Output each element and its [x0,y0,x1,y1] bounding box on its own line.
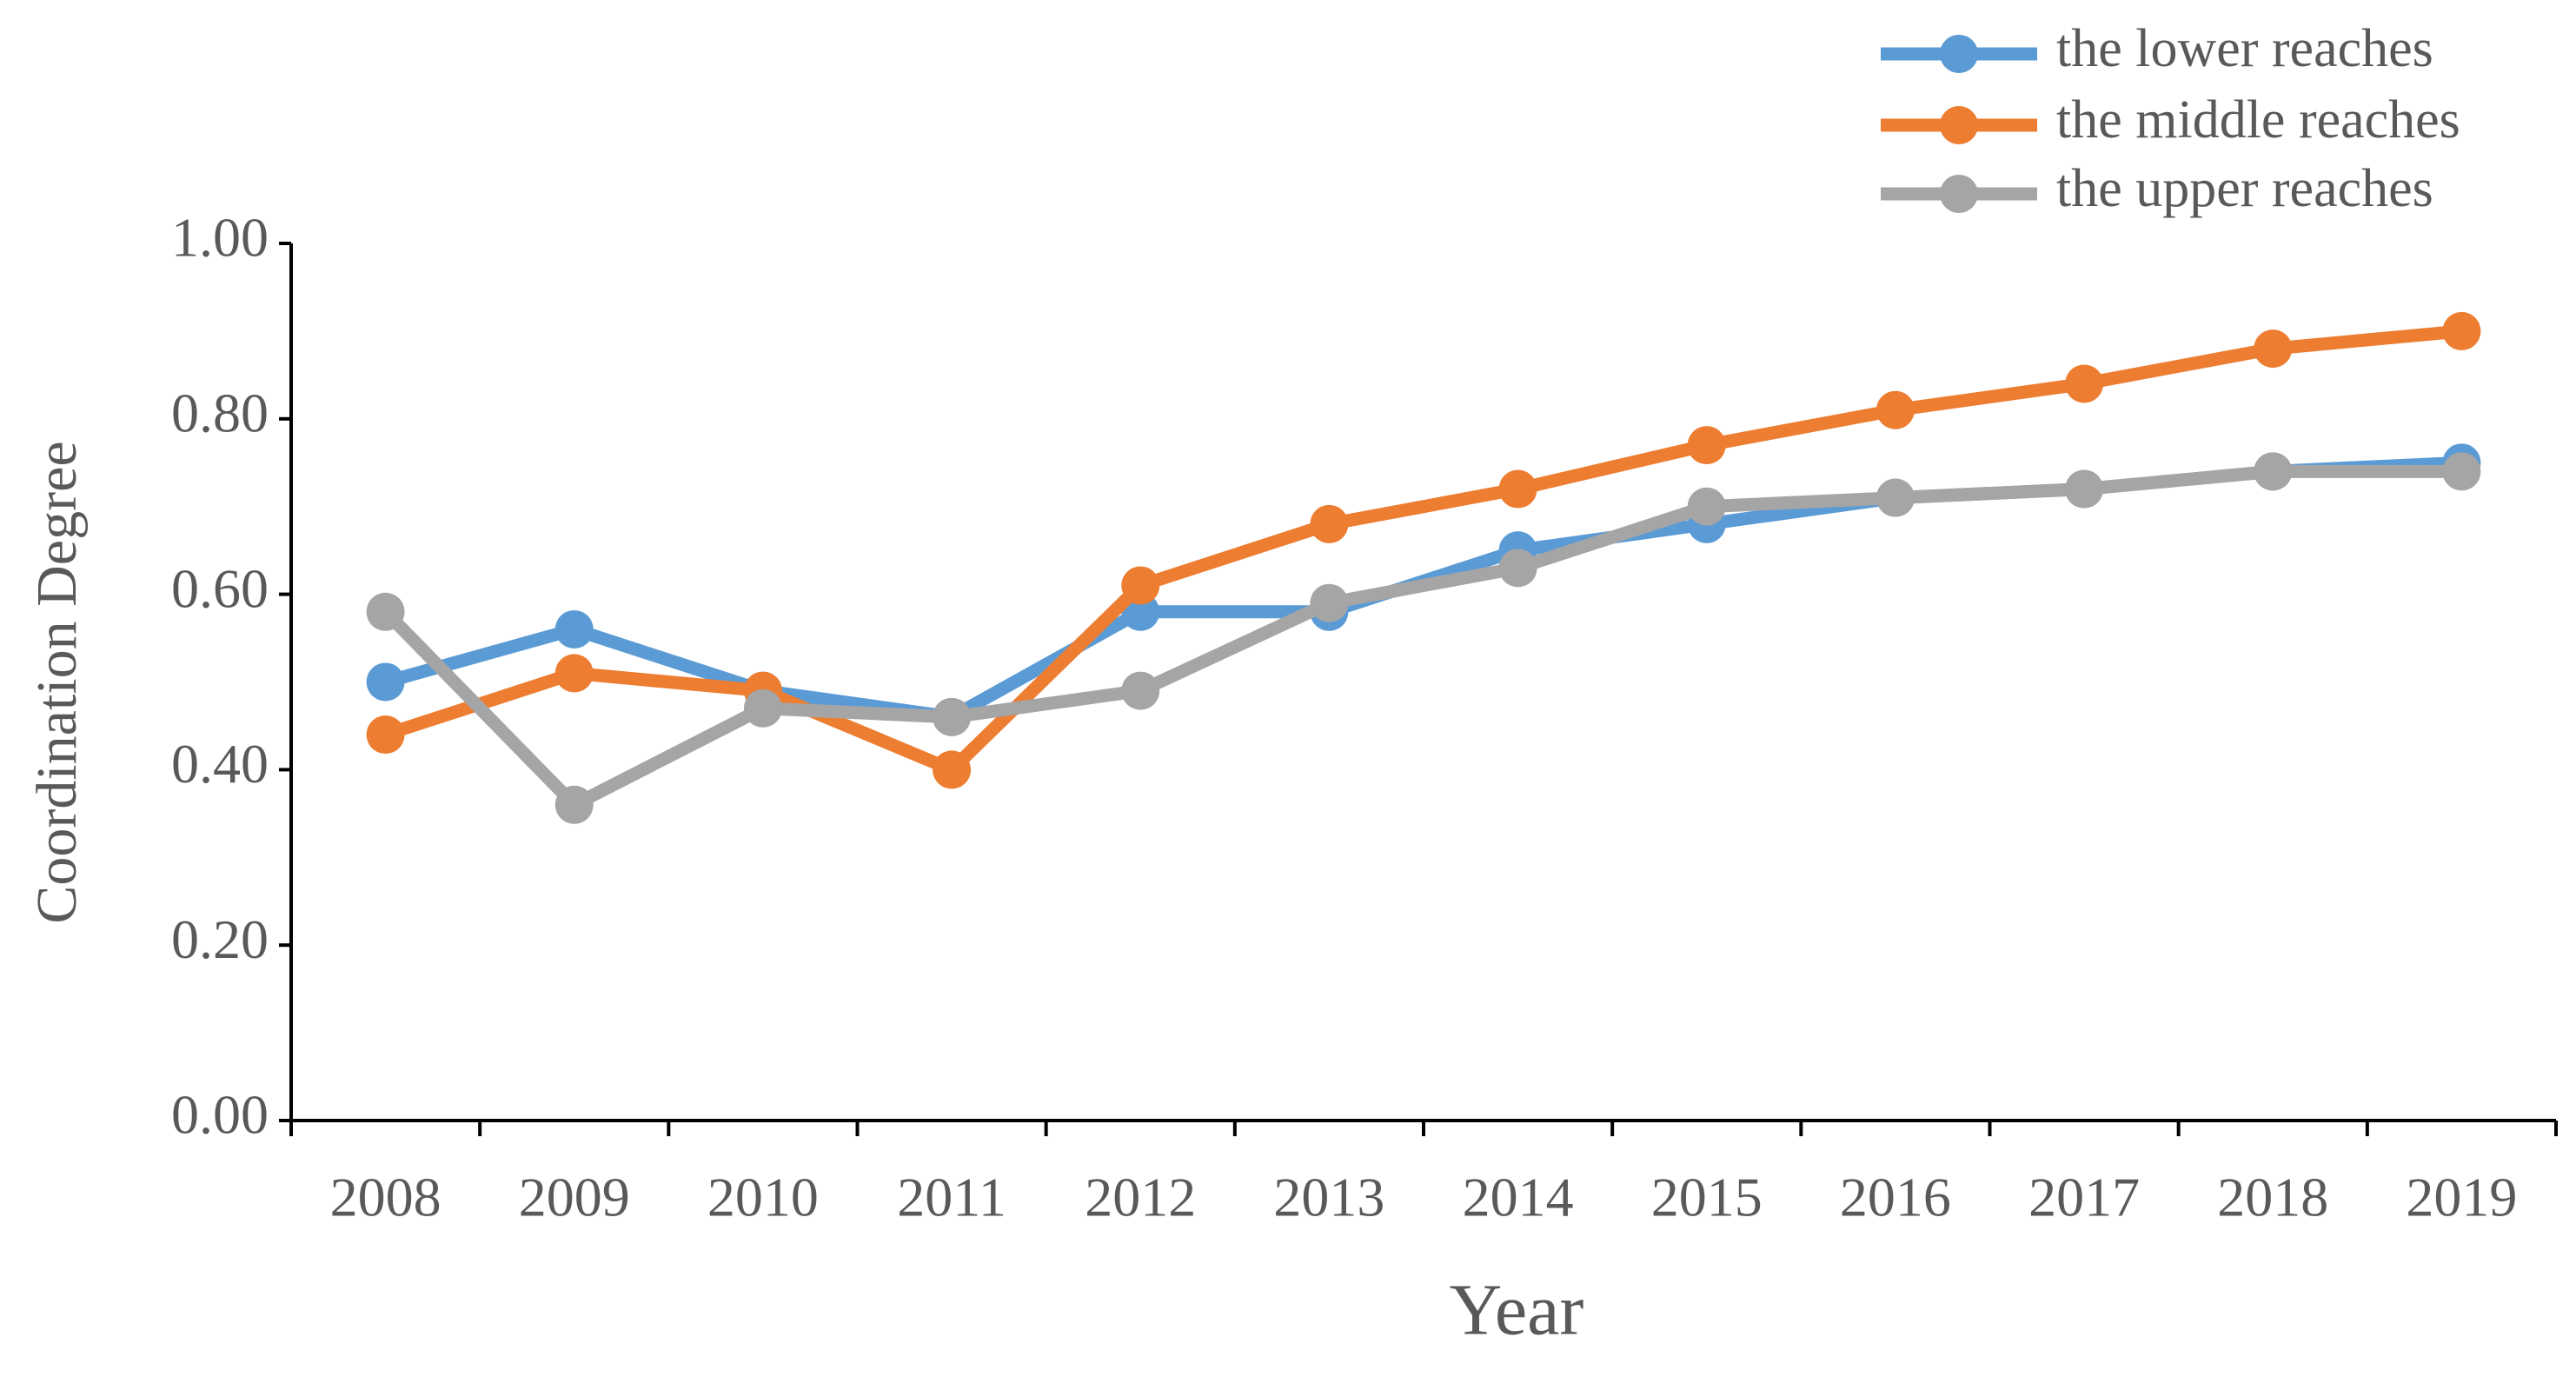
x-tick-label: 2014 [1463,1167,1574,1228]
y-tick-label: 0.00 [171,1084,269,1146]
x-tick-label: 2008 [330,1167,442,1228]
series-line [383,324,2463,776]
data-point [2442,311,2481,350]
data-point [1687,487,1726,526]
legend-marker [1940,35,1978,73]
data-point [554,654,594,693]
y-tick-label: 0.40 [171,733,269,795]
y-tick-label: 1.00 [171,207,269,269]
legend-label: the upper reaches [2056,159,2433,218]
data-point [1121,671,1160,710]
x-tick-label: 2017 [2028,1167,2140,1228]
x-tick-label: 2015 [1651,1167,1763,1228]
y-tick-label: 0.20 [171,908,269,970]
data-point [554,609,594,649]
legend-marker [1940,106,1978,144]
x-axis-title: Year [1450,1269,1584,1350]
data-point [933,697,972,736]
y-axis-title: Coordination Degree [25,441,89,923]
data-point [2254,329,2293,369]
data-point [1121,566,1160,605]
x-tick-label: 2019 [2406,1167,2517,1228]
x-tick-label: 2010 [707,1167,819,1228]
data-point [2442,452,2481,491]
data-point [1876,390,1915,429]
x-tick-label: 2013 [1273,1167,1384,1228]
data-point [2254,452,2293,491]
legend-label: the lower reaches [2056,19,2433,78]
data-point [1498,469,1537,509]
data-point [743,688,782,728]
y-tick-label: 0.80 [171,382,269,443]
data-point [1687,426,1726,465]
data-point [366,662,405,702]
x-tick-label: 2012 [1085,1167,1196,1228]
data-point [1310,504,1349,543]
x-tick-label: 2009 [519,1167,630,1228]
data-point [554,785,594,824]
data-point [366,715,405,755]
x-tick-label: 2016 [1840,1167,1951,1228]
y-tick-label: 0.60 [171,557,269,619]
data-point [1310,583,1349,622]
legend-label: the middle reaches [2056,90,2460,150]
data-point [1498,549,1537,588]
x-tick-label: 2018 [2217,1167,2328,1228]
legend-marker [1940,175,1978,213]
series-line [381,464,2462,812]
x-tick-label: 2011 [897,1167,1006,1228]
data-point [2065,469,2104,509]
data-point [366,592,405,631]
data-point [933,750,972,789]
data-point [1876,478,1915,517]
data-point [2065,364,2104,403]
